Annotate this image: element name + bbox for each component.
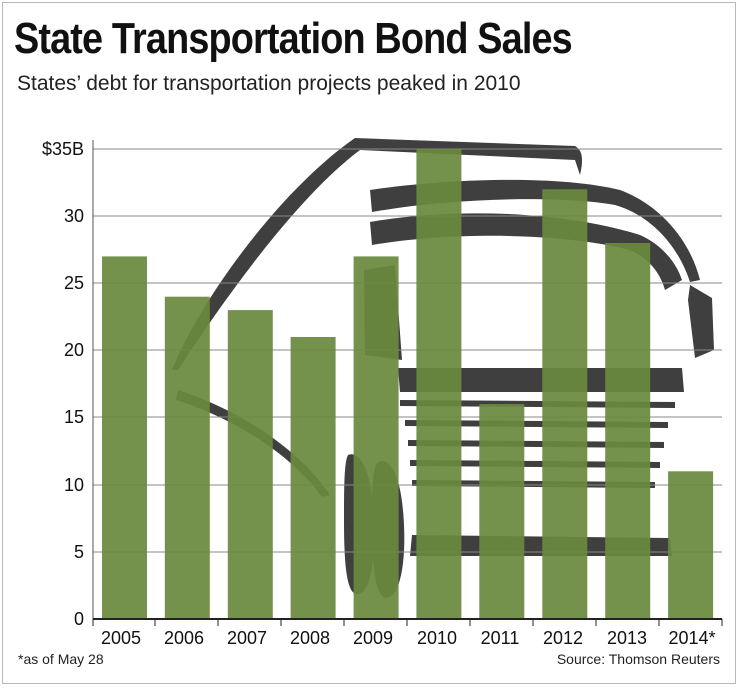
- x-tick-label: 2009: [353, 628, 393, 648]
- y-tick-label: 20: [64, 340, 84, 360]
- y-tick-label: 15: [64, 407, 84, 427]
- bar-2014: [668, 471, 714, 619]
- x-tick-label: 2011: [481, 628, 520, 648]
- x-tick-label: 2014*: [668, 628, 715, 648]
- x-tick-label: 2006: [164, 628, 204, 648]
- x-tick-marks: [92, 619, 723, 626]
- y-tick-label: 0: [74, 609, 84, 629]
- y-tick-label: 5: [74, 542, 84, 562]
- footnote: *as of May 28: [18, 651, 104, 667]
- source-credit: Source: Thomson Reuters: [556, 651, 720, 667]
- y-axis-ticks: 0 5 10 15 20 25 30 $35B: [42, 139, 84, 629]
- chart-subtitle: States’ debt for transportation projects…: [17, 72, 521, 95]
- x-axis-labels: 2005 2006 2007 2008 2009 2010 2011 2012 …: [101, 628, 716, 648]
- x-tick-label: 2005: [101, 628, 141, 648]
- y-tick-label: 10: [64, 475, 84, 495]
- bar-2010: [416, 149, 462, 619]
- x-tick-label: 2007: [227, 628, 267, 648]
- bar-2012: [542, 189, 588, 620]
- bars: [102, 149, 714, 620]
- bar-2008: [290, 337, 336, 619]
- x-tick-label: 2008: [290, 628, 330, 648]
- bar-2013: [605, 243, 651, 619]
- y-tick-label: 25: [64, 273, 84, 293]
- bar-2007: [227, 310, 273, 619]
- bar-2011: [479, 404, 525, 619]
- bar-2005: [102, 256, 147, 619]
- x-tick-label: 2012: [543, 628, 583, 648]
- bar-2006: [164, 296, 210, 619]
- y-tick-label: $35B: [42, 139, 84, 159]
- bar-2009: [353, 256, 399, 619]
- chart-title: State Transportation Bond Sales: [14, 14, 573, 63]
- x-tick-label: 2013: [607, 628, 647, 648]
- y-tick-label: 30: [64, 206, 84, 226]
- x-tick-label: 2010: [417, 628, 457, 648]
